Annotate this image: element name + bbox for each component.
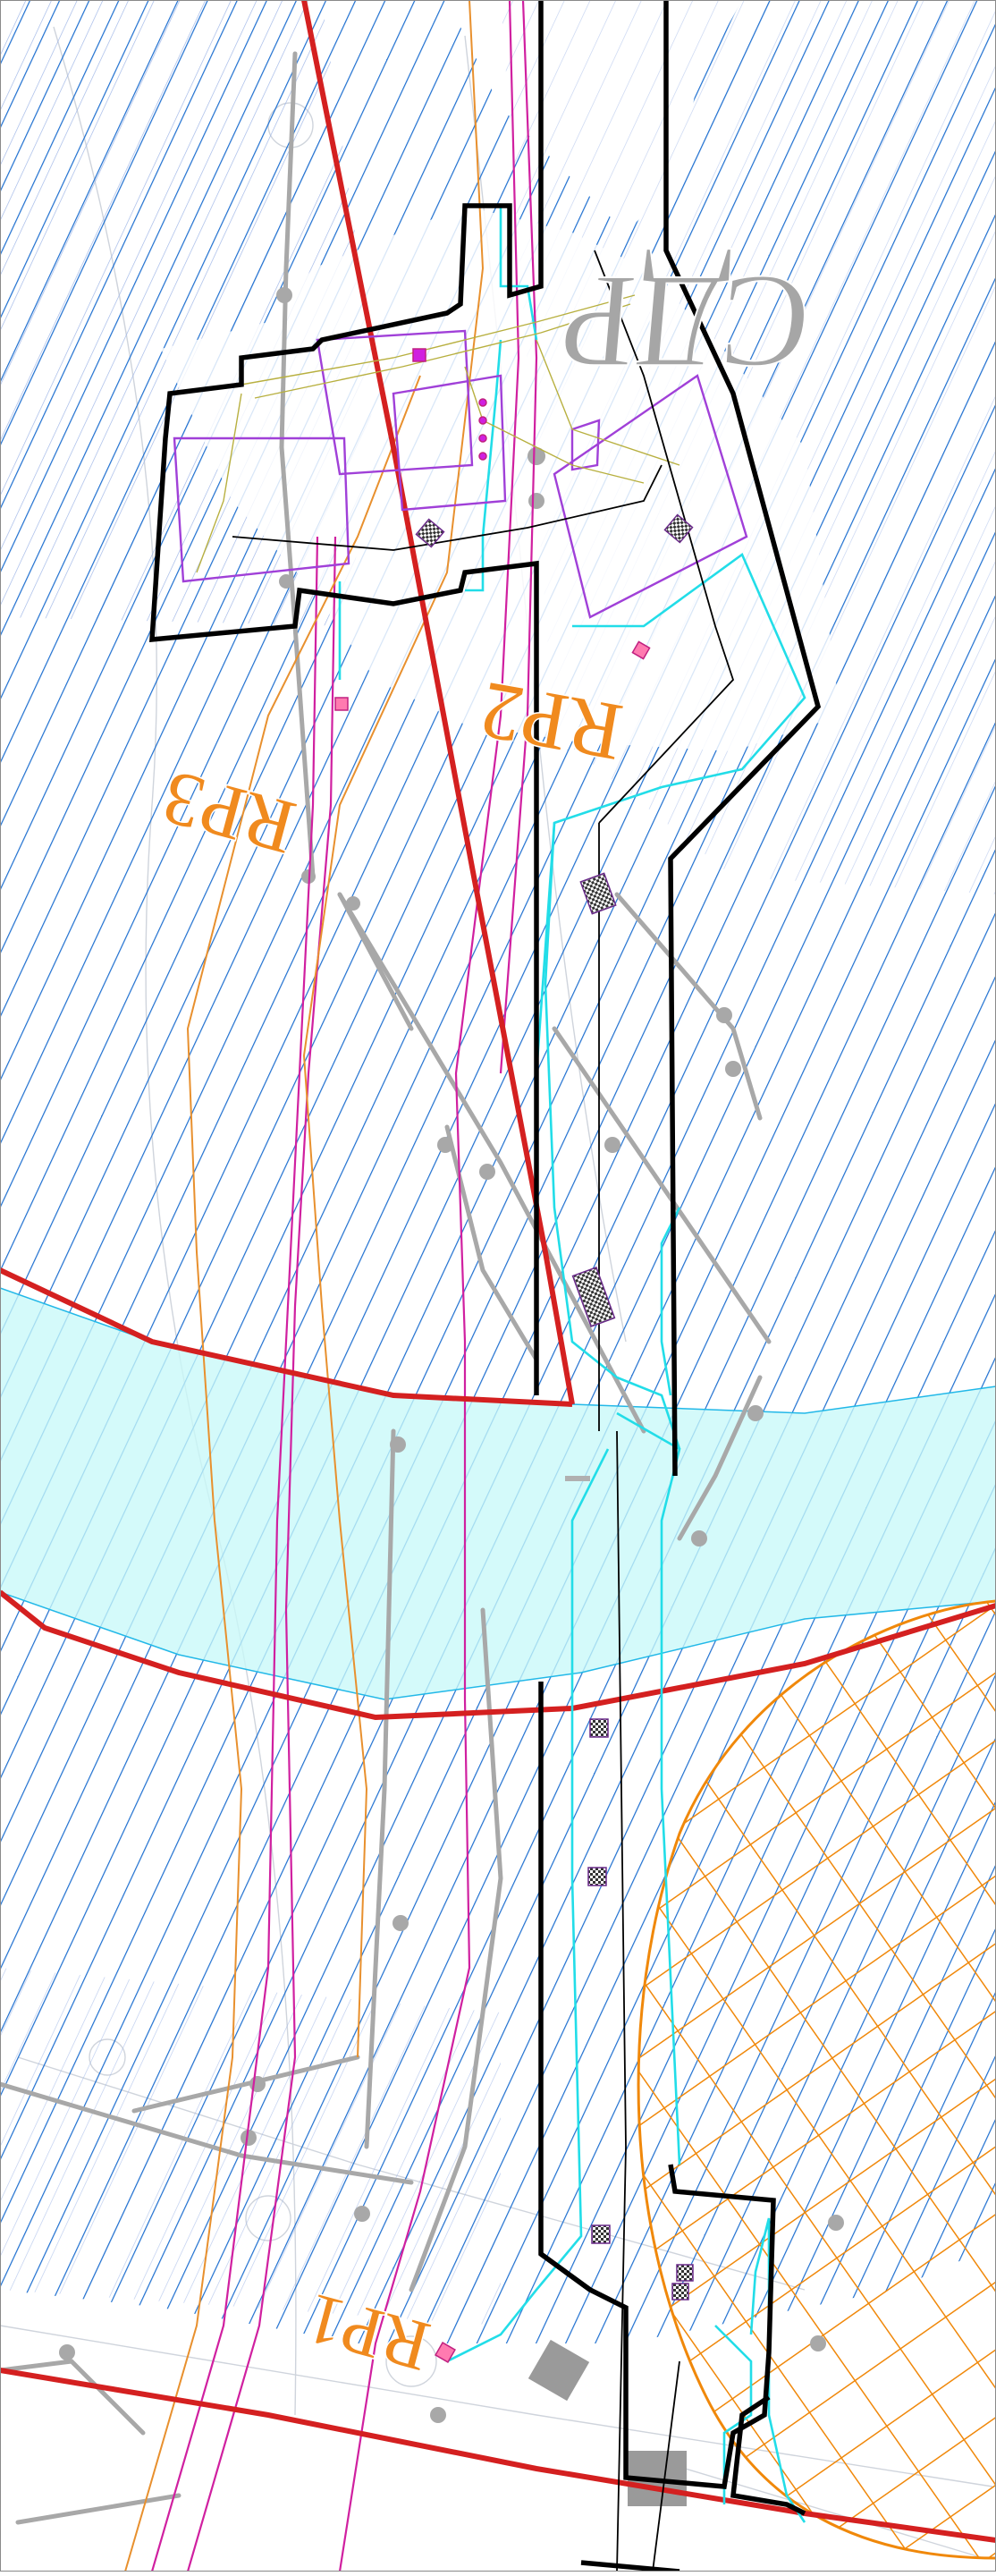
olive-network xyxy=(196,294,680,573)
orange-lines xyxy=(124,0,485,2572)
cyan-lines xyxy=(338,204,806,2523)
cyan-band xyxy=(0,1288,996,1699)
thin-black-lines xyxy=(232,250,735,2572)
central-clearing xyxy=(161,206,840,751)
gray-roads xyxy=(0,51,772,2525)
pink-square-marker xyxy=(334,348,651,2363)
black-boundary xyxy=(149,0,822,2574)
hatched-square-marker xyxy=(415,513,694,2301)
purple-buildings xyxy=(173,329,748,619)
label-sdp: СДР xyxy=(554,248,816,397)
magenta-lines xyxy=(150,0,538,2572)
orange-grid-area xyxy=(637,1599,996,2560)
